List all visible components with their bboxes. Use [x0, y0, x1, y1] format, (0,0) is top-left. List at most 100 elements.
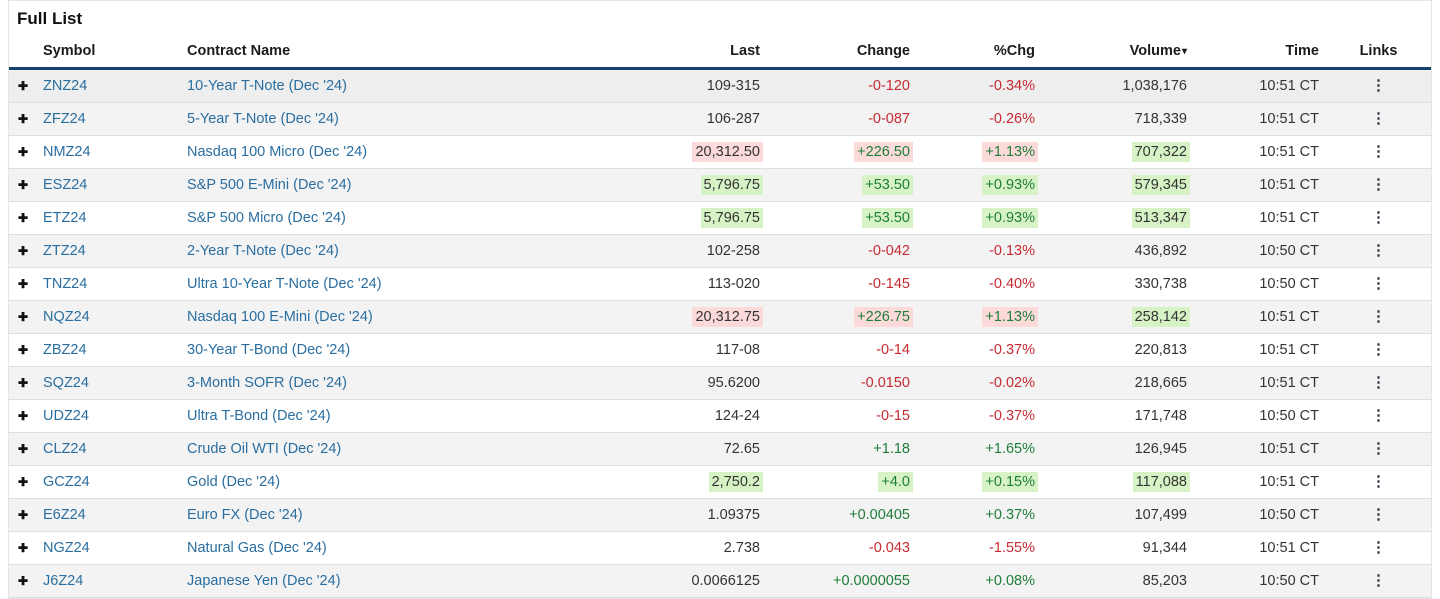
row-menu-icon[interactable]: ⋮ — [1371, 374, 1386, 391]
contract-name-link[interactable]: 30-Year T-Bond (Dec '24) — [187, 342, 351, 358]
last-cell: 5,796.75 — [579, 201, 767, 235]
contract-name-link[interactable]: Nasdaq 100 Micro (Dec '24) — [187, 144, 368, 160]
quotes-table: Symbol Contract Name Last Change %Chg Vo… — [9, 34, 1431, 598]
add-to-watchlist-icon[interactable]: ✚ — [18, 112, 29, 126]
percent-change-cell: -0.02% — [917, 366, 1042, 400]
contract-name-link[interactable]: Crude Oil WTI (Dec '24) — [187, 441, 342, 457]
row-menu-icon[interactable]: ⋮ — [1371, 143, 1386, 160]
row-menu-icon[interactable]: ⋮ — [1371, 407, 1386, 424]
change-cell: +53.50 — [767, 201, 917, 235]
contract-name-cell: Gold (Dec '24) — [187, 465, 579, 499]
add-cell: ✚ — [9, 102, 43, 136]
col-header-last[interactable]: Last — [579, 34, 767, 70]
contract-name-link[interactable]: 5-Year T-Note (Dec '24) — [187, 111, 339, 127]
links-cell: ⋮ — [1326, 300, 1431, 334]
row-menu-icon[interactable]: ⋮ — [1371, 440, 1386, 457]
add-to-watchlist-icon[interactable]: ✚ — [18, 475, 29, 489]
row-menu-icon[interactable]: ⋮ — [1371, 77, 1386, 94]
symbol-link[interactable]: ZBZ24 — [43, 342, 87, 358]
add-cell: ✚ — [9, 432, 43, 466]
symbol-link[interactable]: UDZ24 — [43, 408, 89, 424]
col-header-symbol[interactable]: Symbol — [43, 34, 187, 70]
symbol-link[interactable]: NQZ24 — [43, 309, 90, 325]
contract-name-link[interactable]: Gold (Dec '24) — [187, 474, 281, 490]
symbol-link[interactable]: GCZ24 — [43, 474, 90, 490]
add-to-watchlist-icon[interactable]: ✚ — [18, 244, 29, 258]
contract-name-link[interactable]: Euro FX (Dec '24) — [187, 507, 303, 523]
contract-name-link[interactable]: Nasdaq 100 E-Mini (Dec '24) — [187, 309, 373, 325]
col-header-time[interactable]: Time — [1194, 34, 1326, 70]
contract-name-link[interactable]: Ultra T-Bond (Dec '24) — [187, 408, 331, 424]
links-cell: ⋮ — [1326, 432, 1431, 466]
row-menu-icon[interactable]: ⋮ — [1371, 341, 1386, 358]
row-menu-icon[interactable]: ⋮ — [1371, 242, 1386, 259]
last-cell: 2,750.2 — [579, 465, 767, 499]
contract-name-link[interactable]: S&P 500 Micro (Dec '24) — [187, 210, 346, 226]
add-to-watchlist-icon[interactable]: ✚ — [18, 409, 29, 423]
row-menu-icon[interactable]: ⋮ — [1371, 176, 1386, 193]
symbol-link[interactable]: ETZ24 — [43, 210, 87, 226]
symbol-link[interactable]: ESZ24 — [43, 177, 88, 193]
symbol-link[interactable]: ZTZ24 — [43, 243, 86, 259]
contract-name-link[interactable]: Japanese Yen (Dec '24) — [187, 573, 341, 589]
row-menu-icon[interactable]: ⋮ — [1371, 275, 1386, 292]
add-to-watchlist-icon[interactable]: ✚ — [18, 541, 29, 555]
add-to-watchlist-icon[interactable]: ✚ — [18, 145, 29, 159]
add-to-watchlist-icon[interactable]: ✚ — [18, 376, 29, 390]
symbol-link[interactable]: TNZ24 — [43, 276, 88, 292]
add-to-watchlist-icon[interactable]: ✚ — [18, 508, 29, 522]
col-header-contract-name[interactable]: Contract Name — [187, 34, 579, 70]
symbol-link[interactable]: ZFZ24 — [43, 111, 86, 127]
symbol-link[interactable]: CLZ24 — [43, 441, 87, 457]
symbol-link[interactable]: SQZ24 — [43, 375, 89, 391]
add-to-watchlist-icon[interactable]: ✚ — [18, 277, 29, 291]
links-cell: ⋮ — [1326, 234, 1431, 268]
row-menu-icon[interactable]: ⋮ — [1371, 506, 1386, 523]
symbol-link[interactable]: NMZ24 — [43, 144, 91, 160]
add-to-watchlist-icon[interactable]: ✚ — [18, 79, 29, 93]
add-to-watchlist-icon[interactable]: ✚ — [18, 343, 29, 357]
contract-name-link[interactable]: 10-Year T-Note (Dec '24) — [187, 78, 347, 94]
last-value: 109-315 — [706, 78, 760, 94]
add-to-watchlist-icon[interactable]: ✚ — [18, 211, 29, 225]
col-header-volume[interactable]: Volume▾ — [1042, 34, 1194, 70]
col-header-pchg[interactable]: %Chg — [917, 34, 1042, 70]
time-value: 10:51 CT — [1259, 78, 1319, 94]
time-value: 10:51 CT — [1259, 474, 1319, 490]
col-header-change[interactable]: Change — [767, 34, 917, 70]
add-cell: ✚ — [9, 333, 43, 367]
symbol-link[interactable]: ZNZ24 — [43, 78, 88, 94]
row-menu-icon[interactable]: ⋮ — [1371, 110, 1386, 127]
table-row: ✚ ZFZ24 5-Year T-Note (Dec '24) 106-287 … — [9, 102, 1431, 136]
row-menu-icon[interactable]: ⋮ — [1371, 209, 1386, 226]
contract-name-link[interactable]: 3-Month SOFR (Dec '24) — [187, 375, 347, 391]
contract-name-link[interactable]: S&P 500 E-Mini (Dec '24) — [187, 177, 352, 193]
add-to-watchlist-icon[interactable]: ✚ — [18, 310, 29, 324]
percent-change-cell: +0.93% — [917, 168, 1042, 202]
contract-name-link[interactable]: 2-Year T-Note (Dec '24) — [187, 243, 339, 259]
links-cell: ⋮ — [1326, 531, 1431, 565]
volume-value: 718,339 — [1134, 111, 1187, 127]
percent-change-value: +1.13% — [982, 307, 1038, 327]
percent-change-value: +1.65% — [985, 441, 1035, 457]
volume-cell: 218,665 — [1042, 366, 1194, 400]
row-menu-icon[interactable]: ⋮ — [1371, 473, 1386, 490]
symbol-link[interactable]: J6Z24 — [43, 573, 84, 589]
add-to-watchlist-icon[interactable]: ✚ — [18, 442, 29, 456]
add-cell: ✚ — [9, 564, 43, 598]
row-menu-icon[interactable]: ⋮ — [1371, 308, 1386, 325]
add-to-watchlist-icon[interactable]: ✚ — [18, 178, 29, 192]
time-value: 10:51 CT — [1259, 177, 1319, 193]
symbol-link[interactable]: E6Z24 — [43, 507, 86, 523]
contract-name-link[interactable]: Ultra 10-Year T-Note (Dec '24) — [187, 276, 382, 292]
row-menu-icon[interactable]: ⋮ — [1371, 539, 1386, 556]
percent-change-value: +1.13% — [982, 142, 1038, 162]
contract-name-cell: 5-Year T-Note (Dec '24) — [187, 102, 579, 136]
row-menu-icon[interactable]: ⋮ — [1371, 572, 1386, 589]
table-row: ✚ ZTZ24 2-Year T-Note (Dec '24) 102-258 … — [9, 234, 1431, 268]
symbol-link[interactable]: NGZ24 — [43, 540, 90, 556]
add-to-watchlist-icon[interactable]: ✚ — [18, 574, 29, 588]
contract-name-link[interactable]: Natural Gas (Dec '24) — [187, 540, 327, 556]
change-cell: -0-120 — [767, 68, 917, 103]
change-value: +226.50 — [854, 142, 913, 162]
